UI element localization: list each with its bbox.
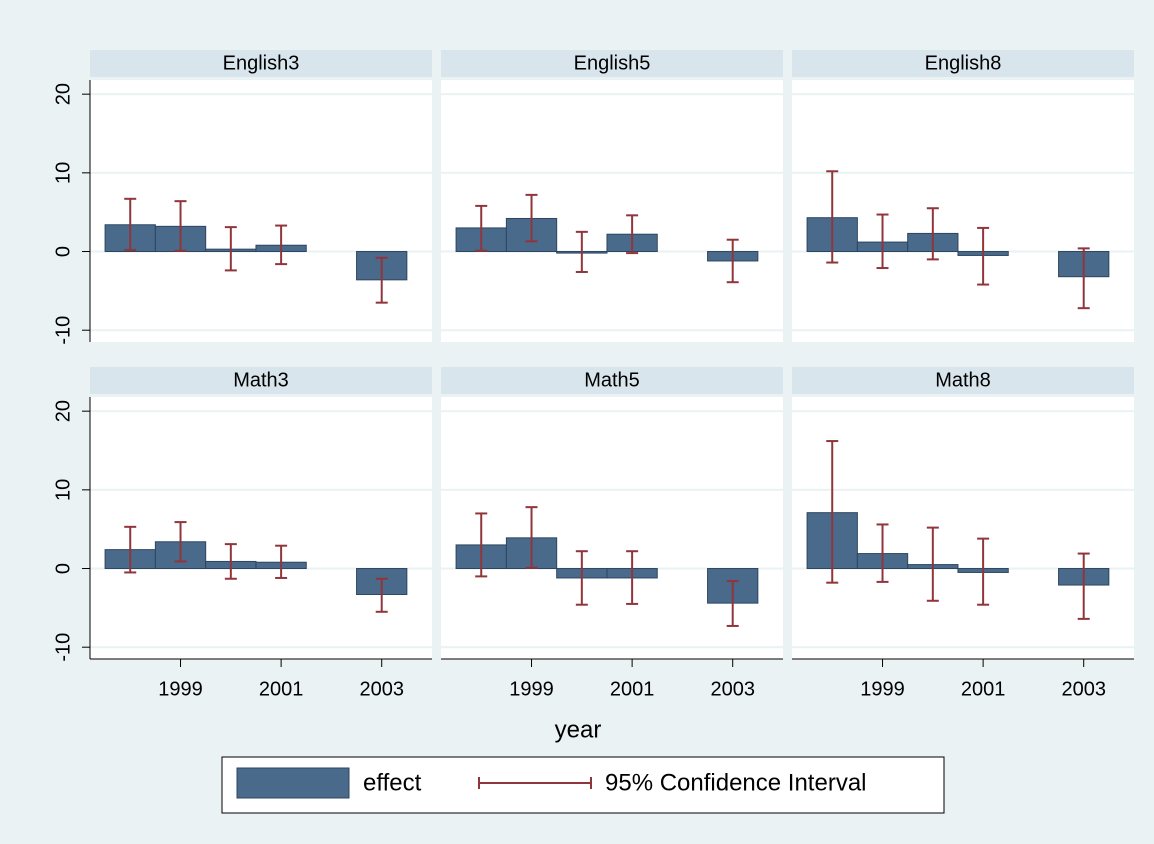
strip <box>792 50 1134 77</box>
error-bar <box>575 550 588 606</box>
error-bar <box>726 238 739 284</box>
x-axis-label: year <box>555 716 602 743</box>
y-tick-label: 0 <box>52 563 74 574</box>
error-bar <box>1077 552 1090 620</box>
x-tick-label: 2001 <box>259 678 304 700</box>
error-bar <box>626 550 639 605</box>
error-bar <box>977 537 990 606</box>
y-tick-label: -10 <box>52 633 74 662</box>
strip <box>792 367 1134 394</box>
plot-area <box>90 80 432 342</box>
plot-area <box>441 397 783 659</box>
panel-title: English3 <box>223 52 300 74</box>
y-tick-label: 10 <box>52 162 74 184</box>
panel-title: Math8 <box>935 369 991 391</box>
error-bar <box>224 226 237 272</box>
error-bar <box>575 230 588 273</box>
x-tick-label: 1999 <box>158 678 203 700</box>
error-bar <box>525 193 538 243</box>
strip <box>90 367 432 394</box>
panel-title: Math5 <box>584 369 640 391</box>
error-bar <box>826 170 839 264</box>
error-bar <box>926 207 939 261</box>
error-bar <box>224 543 237 580</box>
error-bar <box>826 440 839 584</box>
x-tick-label: 1999 <box>860 678 905 700</box>
legend-label: 95% Confidence Interval <box>605 769 867 796</box>
strip <box>441 367 783 394</box>
error-bar <box>626 214 639 255</box>
strip <box>90 50 432 77</box>
panel-title: English8 <box>925 52 1002 74</box>
error-bar <box>475 512 488 578</box>
plot-area <box>441 80 783 342</box>
x-tick-label: 2001 <box>610 678 655 700</box>
error-bar <box>124 525 137 574</box>
x-tick-label: 1999 <box>509 678 554 700</box>
error-bar <box>977 226 990 286</box>
strip <box>441 50 783 77</box>
error-bar <box>275 224 288 266</box>
error-bar <box>525 506 538 569</box>
error-bar <box>375 256 388 304</box>
y-tick-label: 20 <box>52 83 74 105</box>
panel-title: Math3 <box>233 369 289 391</box>
error-bar <box>275 544 288 579</box>
error-bar <box>124 197 137 251</box>
y-tick-label: 20 <box>52 400 74 422</box>
error-bar <box>876 523 889 583</box>
error-bar <box>475 204 488 252</box>
legend-label: effect <box>363 769 422 796</box>
legend-swatch <box>236 767 350 799</box>
panel-title: English5 <box>574 52 651 74</box>
error-bar <box>876 213 889 270</box>
x-tick-label: 2003 <box>359 678 404 700</box>
error-bar <box>174 200 187 252</box>
x-tick-label: 2003 <box>710 678 755 700</box>
y-tick-label: 10 <box>52 479 74 501</box>
plot-area <box>792 80 1134 342</box>
error-bar <box>375 577 388 613</box>
y-tick-label: -10 <box>52 316 74 345</box>
x-tick-label: 2001 <box>961 678 1006 700</box>
x-tick-label: 2003 <box>1061 678 1106 700</box>
error-bar <box>926 526 939 602</box>
plot-area <box>90 397 432 659</box>
error-bar <box>1077 247 1090 310</box>
error-bar <box>726 580 739 627</box>
y-tick-label: 0 <box>52 246 74 257</box>
error-bar <box>174 521 187 563</box>
